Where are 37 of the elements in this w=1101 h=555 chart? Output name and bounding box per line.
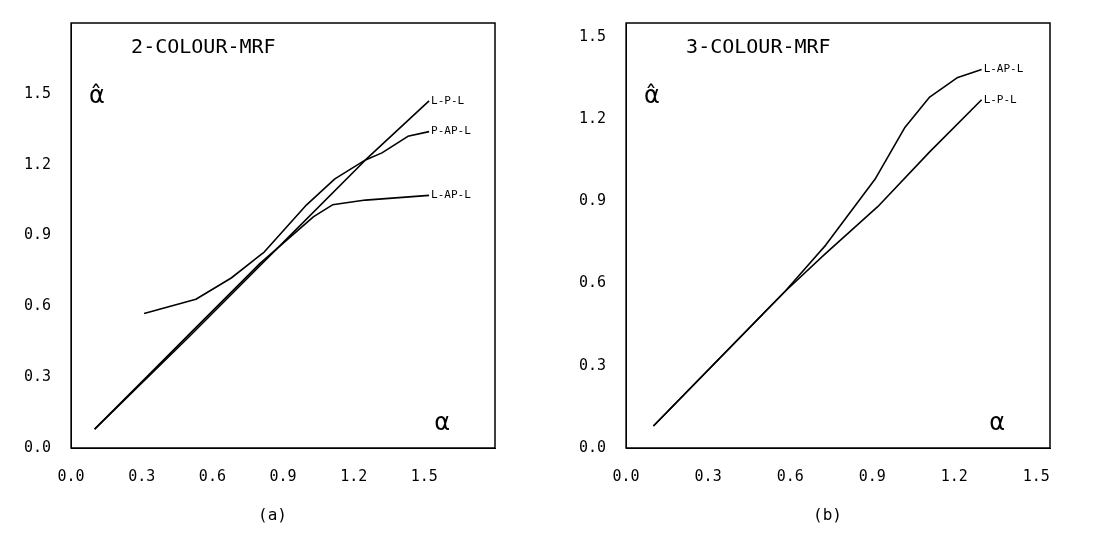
y-tick-label: 0.6 bbox=[24, 296, 52, 315]
y-tick-label: 1.5 bbox=[579, 26, 607, 45]
y-tick-label: 1.5 bbox=[24, 83, 52, 102]
series-label: L-AP-L bbox=[431, 188, 472, 202]
x-tick-label: 0.0 bbox=[57, 466, 85, 485]
series-label: L-AP-L bbox=[983, 62, 1024, 76]
series-label: L-P-L bbox=[983, 92, 1018, 106]
x-tick-label: 0.9 bbox=[858, 466, 886, 485]
text: 2-COLOUR-MRF bbox=[131, 34, 276, 59]
x-axis-title: α bbox=[434, 408, 450, 437]
x-tick-label: 1.2 bbox=[940, 466, 968, 485]
x-tick-label: 1.5 bbox=[1022, 466, 1050, 485]
text: 3-COLOUR-MRF bbox=[686, 34, 831, 59]
y-tick-label: 0.0 bbox=[24, 437, 52, 456]
x-tick-label: 1.5 bbox=[410, 466, 438, 485]
y-tick-label: 0.3 bbox=[579, 355, 607, 374]
y-tick-label: 0.9 bbox=[24, 225, 52, 244]
text: (a) bbox=[257, 505, 288, 524]
y-tick-label: 0.9 bbox=[579, 191, 607, 210]
y-axis-title: α̂ bbox=[644, 81, 660, 110]
y-tick-label: 0.6 bbox=[579, 273, 607, 292]
x-axis-title: α bbox=[989, 408, 1005, 437]
y-tick-label: 0.3 bbox=[24, 367, 52, 386]
x-tick-label: 0.3 bbox=[128, 466, 156, 485]
y-axis-title: α̂ bbox=[89, 81, 105, 110]
text: (b) bbox=[812, 505, 843, 524]
y-tick-label: 1.2 bbox=[24, 154, 52, 173]
x-tick-label: 0.6 bbox=[198, 466, 226, 485]
series-label: P-AP-L bbox=[431, 124, 472, 138]
x-tick-label: 1.2 bbox=[340, 466, 368, 485]
x-tick-label: 0.3 bbox=[694, 466, 722, 485]
y-tick-label: 0.0 bbox=[579, 437, 607, 456]
y-tick-label: 1.2 bbox=[579, 108, 607, 127]
x-tick-label: 0.6 bbox=[776, 466, 804, 485]
series-label: L-P-L bbox=[431, 93, 465, 107]
x-tick-label: 0.0 bbox=[612, 466, 640, 485]
x-tick-label: 0.9 bbox=[269, 466, 297, 485]
